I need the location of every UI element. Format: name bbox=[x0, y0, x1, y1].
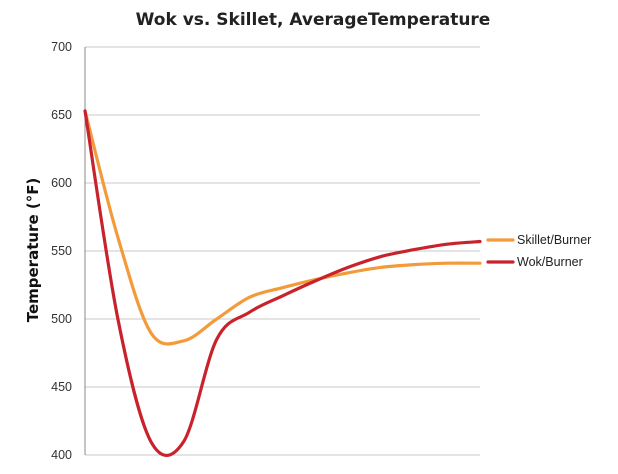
series-lines bbox=[83, 109, 482, 458]
legend: Skillet/Burner Wok/Burner bbox=[486, 233, 591, 269]
y-tick-label: 550 bbox=[51, 244, 72, 258]
legend-label: Wok/Burner bbox=[517, 255, 583, 269]
legend-item: Skillet/Burner bbox=[486, 233, 591, 247]
legend-item: Wok/Burner bbox=[486, 255, 583, 269]
y-tick-label: 600 bbox=[51, 176, 72, 190]
y-tick-label: 450 bbox=[51, 380, 72, 394]
y-axis-label: Temperature (°F) bbox=[24, 178, 42, 323]
y-tick-label: 650 bbox=[51, 108, 72, 122]
y-tick-label: 400 bbox=[51, 448, 72, 462]
series-line-wok bbox=[83, 109, 482, 458]
y-tick-label: 700 bbox=[51, 40, 72, 54]
legend-label: Skillet/Burner bbox=[517, 233, 591, 247]
series-line-skillet bbox=[83, 109, 482, 346]
gridlines bbox=[85, 46, 480, 456]
y-tick-labels: 700 650 600 550 500 450 400 bbox=[51, 40, 72, 462]
y-tick-label: 500 bbox=[51, 312, 72, 326]
chart-title: Wok vs. Skillet, AverageTemperature bbox=[136, 10, 491, 30]
